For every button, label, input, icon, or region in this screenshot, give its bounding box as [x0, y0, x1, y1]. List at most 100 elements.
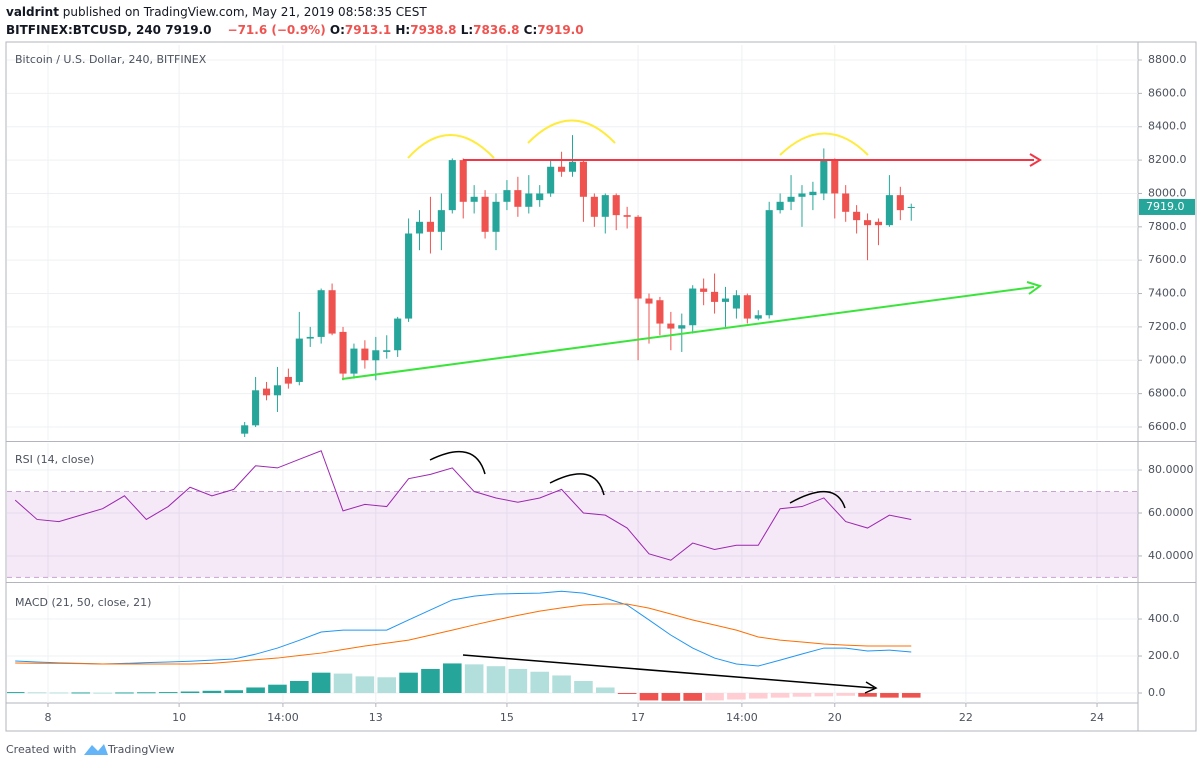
header-line2: BITFINEX:BTCUSD, 240 7919.0 −71.6 (−0.9%)…: [6, 23, 584, 37]
histogram-bar: [486, 666, 506, 694]
candle-body: [405, 233, 413, 319]
candle-body: [273, 385, 282, 396]
arc: [407, 134, 495, 159]
candle-body: [820, 160, 828, 194]
histogram-bar: [71, 692, 91, 694]
published: published on TradingView.com, May 21, 20…: [63, 5, 428, 19]
x-tick-label: 22: [959, 711, 973, 724]
x-tick-label: 15: [500, 711, 514, 724]
arc: [549, 473, 605, 496]
header-line1: valdrint published on TradingView.com, M…: [6, 5, 427, 19]
arc: [779, 132, 869, 156]
candle-body: [743, 295, 751, 319]
candle-body: [350, 348, 358, 374]
candle-body: [863, 220, 872, 226]
candle-body: [536, 193, 544, 201]
candle-body: [568, 161, 577, 172]
footer-brand: TradingView: [107, 743, 174, 756]
candle-body: [503, 190, 511, 202]
x-tick-label: 20: [828, 711, 842, 724]
histogram-bar: [574, 680, 593, 694]
candle-body: [459, 160, 467, 202]
histogram-bar: [137, 692, 156, 694]
last: 7919.0: [165, 23, 211, 37]
candle-body: [394, 318, 402, 351]
pane-title: RSI (14, close): [15, 453, 94, 466]
high-label: H:: [395, 23, 410, 37]
y-tick-label: 7800.0: [1148, 220, 1187, 233]
y-tick-label: 8200.0: [1148, 153, 1187, 166]
histogram-bar: [552, 675, 571, 694]
candle-body: [426, 221, 434, 232]
layers: 6600.0 6800.0 7000.0 7200.0 7400.0 7600.0 7800…: [7, 45, 1195, 724]
candle-body: [558, 166, 566, 172]
candle-body: [514, 190, 522, 207]
open: 7913.1: [345, 23, 391, 37]
candle-body: [874, 221, 883, 226]
candle-body: [437, 210, 445, 232]
candle-body: [896, 195, 904, 211]
y-tick-label: 7600.0: [1148, 253, 1187, 266]
histogram-bar: [246, 687, 265, 694]
histogram-bar: [355, 676, 375, 694]
divergence-line: [462, 654, 875, 689]
y-tick-label: 200.0: [1148, 649, 1180, 662]
candle-body: [634, 216, 642, 299]
y-tick-label: 7200.0: [1148, 320, 1187, 333]
histogram-bar: [115, 692, 134, 694]
y-tick-label: 7000.0: [1148, 353, 1187, 366]
arc: [429, 451, 486, 475]
low: 7836.8: [473, 23, 519, 37]
y-tick-label: 60.0000: [1148, 506, 1194, 519]
histogram-bar: [377, 677, 397, 694]
y-tick-label: 400.0: [1148, 612, 1180, 625]
author: valdrint: [6, 5, 59, 19]
histogram-bar: [268, 684, 287, 694]
arrow-head: [1029, 153, 1042, 167]
candle-body: [241, 425, 249, 434]
y-tick-label: 80.0000: [1148, 463, 1194, 476]
close-label: C:: [524, 23, 538, 37]
histogram-bar: [705, 693, 724, 701]
change: −71.6 (−0.9%): [228, 23, 326, 37]
candle-body: [787, 196, 795, 202]
candle-body: [831, 160, 839, 194]
candle-body: [809, 191, 817, 196]
y-axis: 0.0 200.0 400.0 8 10 14:00 13 15 17 14:00 20 22 24: [44, 612, 1179, 724]
histogram-bar: [224, 690, 244, 694]
histogram-bar: [858, 693, 877, 697]
candle-body: [678, 325, 686, 329]
candle-body: [579, 161, 587, 197]
histogram-bar: [27, 692, 47, 694]
candle-body: [339, 331, 347, 374]
close: 7919.0: [537, 23, 583, 37]
y-axis: 40.0000 60.0000 80.0000: [1138, 463, 1194, 562]
candle-body: [853, 211, 861, 221]
histogram-bar: [311, 672, 331, 694]
arc: [527, 119, 616, 144]
histogram-bar: [158, 692, 178, 694]
y-tick-label: 6600.0: [1148, 420, 1187, 433]
histogram-bar: [7, 692, 25, 694]
histogram-bar: [202, 690, 222, 694]
support-line: [341, 286, 1035, 380]
candle-body: [667, 323, 675, 329]
candle-body: [732, 295, 740, 309]
candle-body: [612, 195, 620, 216]
candle-body: [492, 201, 500, 232]
histogram-bar: [290, 680, 309, 694]
candle-body: [252, 390, 260, 426]
y-tick-label: 8800.0: [1148, 53, 1187, 66]
y-tick-label: 8400.0: [1148, 120, 1187, 133]
candle-body: [798, 193, 806, 197]
pane: [7, 443, 1138, 580]
candle-body: [525, 193, 533, 207]
x-tick-label: 17: [631, 711, 645, 724]
rsi-line: [14, 450, 912, 561]
x-tick-label: 24: [1090, 711, 1104, 724]
candle-body: [547, 166, 555, 194]
candle-body: [721, 298, 730, 302]
histogram-bar: [93, 692, 112, 694]
candle-body: [306, 336, 314, 339]
